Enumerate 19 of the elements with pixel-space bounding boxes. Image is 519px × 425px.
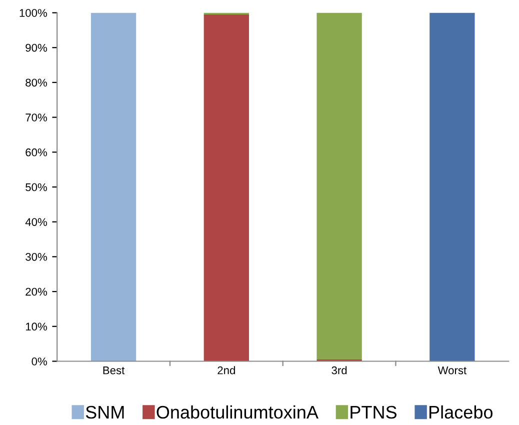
legend-label: Placebo — [430, 405, 493, 419]
y-tick-label: 100% — [20, 9, 47, 17]
x-tick-label: 3rd — [332, 366, 347, 374]
y-tick-label: 60% — [26, 148, 47, 156]
legend-label: PTNS — [350, 406, 396, 419]
y-tick-label: 70% — [26, 114, 47, 122]
y-tick-label: 40% — [25, 218, 47, 226]
y-tick-label: 90% — [26, 44, 47, 52]
x-tick-label: Best — [103, 366, 125, 374]
y-tick-label: 30% — [26, 252, 47, 261]
y-tick-label: 10% — [26, 322, 47, 331]
y-tick-label: 20% — [26, 288, 47, 296]
y-tick-label: 80% — [26, 78, 47, 87]
x-tick-label: Worst — [438, 366, 467, 374]
legend-label: OnabotulinumtoxinA — [156, 405, 318, 419]
x-tick-label: 2nd — [218, 366, 235, 374]
legend-label: SNM — [86, 406, 124, 419]
y-tick-label: 0% — [32, 358, 47, 366]
y-tick-label: 50% — [26, 183, 47, 192]
